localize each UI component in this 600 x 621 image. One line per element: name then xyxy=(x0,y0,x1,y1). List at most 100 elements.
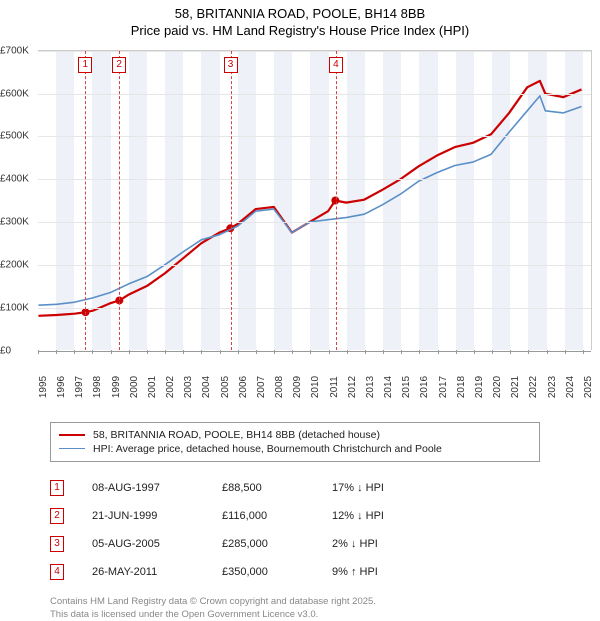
title-block: 58, BRITANNIA ROAD, POOLE, BH14 8BB Pric… xyxy=(0,0,600,42)
y-gridline xyxy=(38,51,591,52)
x-tick-label: 2014 xyxy=(383,376,394,398)
x-tick-mark xyxy=(438,350,439,354)
x-tick-mark xyxy=(565,350,566,354)
x-tick-label: 2012 xyxy=(347,376,358,398)
x-tick-label: 2016 xyxy=(419,376,430,398)
x-tick-label: 2003 xyxy=(183,376,194,398)
x-tick-label: 2011 xyxy=(329,376,340,398)
callout-vline xyxy=(85,51,86,350)
x-tick-label: 2019 xyxy=(474,376,485,398)
x-tick-label: 2001 xyxy=(147,376,158,398)
x-tick-label: 2015 xyxy=(401,376,412,398)
y-tick-label: £400K xyxy=(0,174,38,185)
callout-vline xyxy=(336,51,337,350)
title-subtitle: Price paid vs. HM Land Registry's House … xyxy=(0,23,600,40)
x-tick-mark xyxy=(365,350,366,354)
x-tick-mark xyxy=(147,350,148,354)
y-gridline xyxy=(38,308,591,309)
table-row-index: 1 xyxy=(50,480,64,496)
y-tick-label: £600K xyxy=(0,88,38,99)
x-tick-mark xyxy=(256,350,257,354)
x-tick-mark xyxy=(310,350,311,354)
x-tick-mark xyxy=(56,350,57,354)
x-tick-mark xyxy=(547,350,548,354)
x-tick-mark xyxy=(274,350,275,354)
x-tick-mark xyxy=(510,350,511,354)
x-tick-mark xyxy=(129,350,130,354)
x-tick-label: 2000 xyxy=(129,376,140,398)
callout-box: 4 xyxy=(329,57,343,73)
table-row-price: £350,000 xyxy=(222,566,332,578)
x-tick-mark xyxy=(474,350,475,354)
x-tick-label: 2023 xyxy=(547,376,558,398)
table-row: 221-JUN-1999£116,00012% ↓ HPI xyxy=(50,502,540,530)
x-tick-mark xyxy=(92,350,93,354)
chart-svg xyxy=(38,51,591,350)
table-row-date: 21-JUN-1999 xyxy=(92,510,222,522)
x-tick-label: 2004 xyxy=(201,376,212,398)
x-tick-mark xyxy=(74,350,75,354)
y-tick-label: £200K xyxy=(0,260,38,271)
legend-swatch xyxy=(59,448,85,449)
table-row-date: 05-AUG-2005 xyxy=(92,538,222,550)
callout-box: 1 xyxy=(78,57,92,73)
x-tick-label: 2008 xyxy=(274,376,285,398)
x-tick-label: 2025 xyxy=(583,376,594,398)
y-tick-label: £700K xyxy=(0,45,38,56)
y-gridline xyxy=(38,179,591,180)
x-tick-label: 1999 xyxy=(111,376,122,398)
table-row-index: 4 xyxy=(50,564,64,580)
x-tick-mark xyxy=(401,350,402,354)
table-row-pct: 9% ↑ HPI xyxy=(332,566,432,578)
legend-label: 58, BRITANNIA ROAD, POOLE, BH14 8BB (det… xyxy=(93,429,380,441)
x-tick-label: 2009 xyxy=(292,376,303,398)
x-tick-label: 2013 xyxy=(365,376,376,398)
sales-table: 108-AUG-1997£88,50017% ↓ HPI221-JUN-1999… xyxy=(50,474,540,586)
legend-row: 58, BRITANNIA ROAD, POOLE, BH14 8BB (det… xyxy=(59,428,531,442)
table-row-price: £116,000 xyxy=(222,510,332,522)
x-tick-mark xyxy=(111,350,112,354)
plot: £0£100K£200K£300K£400K£500K£600K£700K199… xyxy=(38,50,592,350)
y-gridline xyxy=(38,265,591,266)
x-tick-mark xyxy=(528,350,529,354)
legend-label: HPI: Average price, detached house, Bour… xyxy=(93,443,442,455)
x-tick-label: 2010 xyxy=(310,376,321,398)
table-row-pct: 17% ↓ HPI xyxy=(332,482,432,494)
x-tick-mark xyxy=(329,350,330,354)
callout-box: 3 xyxy=(224,57,238,73)
table-row: 4 26-MAY-2011£350,0009% ↑ HPI xyxy=(50,558,540,586)
table-row-date: 26-MAY-2011 xyxy=(92,566,222,578)
table-row-date: 08-AUG-1997 xyxy=(92,482,222,494)
footer-line2: This data is licensed under the Open Gov… xyxy=(50,609,600,621)
x-tick-mark xyxy=(238,350,239,354)
x-tick-label: 2006 xyxy=(238,376,249,398)
x-tick-label: 2021 xyxy=(510,376,521,398)
legend-swatch xyxy=(59,434,85,436)
x-tick-label: 2022 xyxy=(528,376,539,398)
y-gridline xyxy=(38,94,591,95)
x-tick-label: 2007 xyxy=(256,376,267,398)
y-tick-label: £300K xyxy=(0,217,38,228)
y-tick-label: £100K xyxy=(0,302,38,313)
x-tick-label: 1996 xyxy=(56,376,67,398)
legend: 58, BRITANNIA ROAD, POOLE, BH14 8BB (det… xyxy=(50,422,540,462)
x-tick-mark xyxy=(201,350,202,354)
x-tick-label: 1997 xyxy=(74,376,85,398)
callout-box: 2 xyxy=(112,57,126,73)
x-tick-mark xyxy=(38,350,39,354)
x-tick-mark xyxy=(347,350,348,354)
chart-area: £0£100K£200K£300K£400K£500K£600K£700K199… xyxy=(0,42,600,412)
table-row: 108-AUG-1997£88,50017% ↓ HPI xyxy=(50,474,540,502)
root: 58, BRITANNIA ROAD, POOLE, BH14 8BB Pric… xyxy=(0,0,600,621)
x-tick-label: 2002 xyxy=(165,376,176,398)
table-row-price: £285,000 xyxy=(222,538,332,550)
y-tick-label: £500K xyxy=(0,131,38,142)
table-row-index: 2 xyxy=(50,508,64,524)
table-row-index: 3 xyxy=(50,536,64,552)
table-row-pct: 2% ↓ HPI xyxy=(332,538,432,550)
x-tick-mark xyxy=(492,350,493,354)
callout-vline xyxy=(231,51,232,350)
x-tick-label: 1995 xyxy=(38,376,49,398)
x-tick-mark xyxy=(165,350,166,354)
x-tick-label: 2020 xyxy=(492,376,503,398)
